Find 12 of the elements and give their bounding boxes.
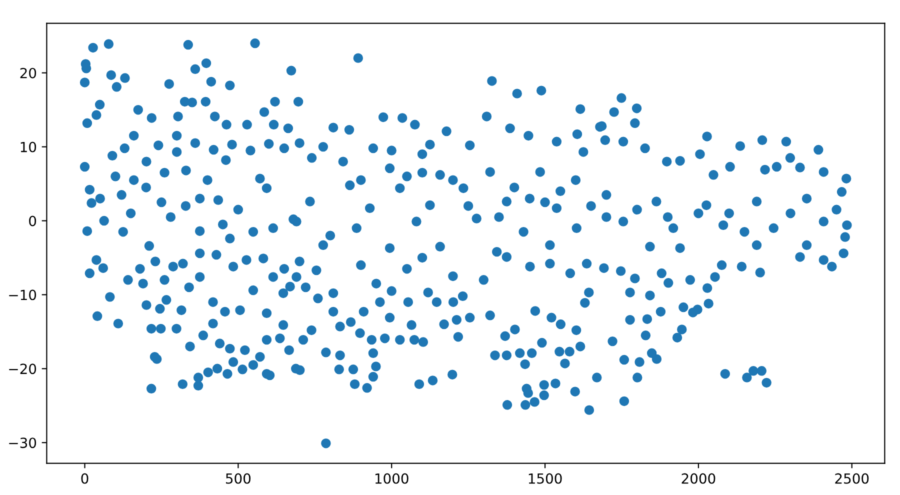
x-tick-label: 1500 xyxy=(528,473,562,484)
x-tick-label: 1000 xyxy=(375,473,408,484)
x-tick-label: 500 xyxy=(226,473,251,484)
y-tick-label: −10 xyxy=(9,290,36,300)
y-tick-label: 10 xyxy=(20,142,36,152)
x-tick-label: 2500 xyxy=(835,473,869,484)
y-tick-label: 20 xyxy=(20,68,36,78)
x-tick-label: 0 xyxy=(81,473,88,484)
x-tick-label: 2000 xyxy=(682,473,716,484)
y-tick-label: 0 xyxy=(29,216,36,226)
y-tick-label: −20 xyxy=(9,364,36,374)
y-tick-label: −30 xyxy=(9,438,36,448)
